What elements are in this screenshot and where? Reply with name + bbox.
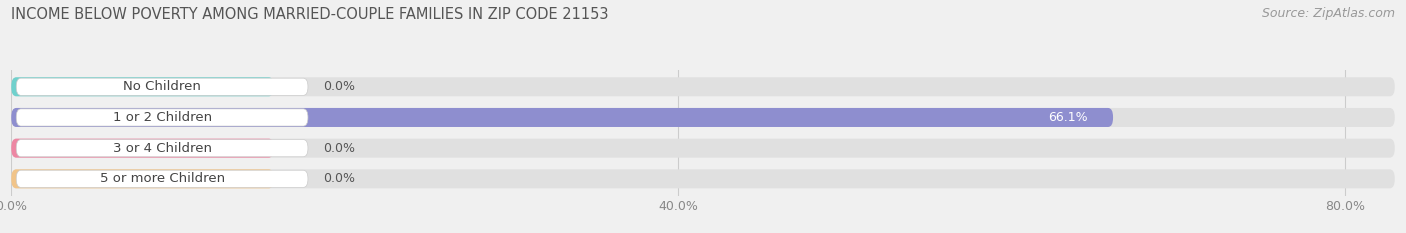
FancyBboxPatch shape (11, 139, 1395, 158)
Text: 0.0%: 0.0% (323, 172, 354, 185)
FancyBboxPatch shape (17, 78, 308, 95)
FancyBboxPatch shape (17, 109, 308, 126)
FancyBboxPatch shape (17, 140, 308, 157)
Text: 0.0%: 0.0% (323, 80, 354, 93)
FancyBboxPatch shape (17, 170, 308, 187)
Text: No Children: No Children (124, 80, 201, 93)
Text: 66.1%: 66.1% (1049, 111, 1088, 124)
FancyBboxPatch shape (11, 77, 274, 96)
Text: 3 or 4 Children: 3 or 4 Children (112, 142, 211, 155)
FancyBboxPatch shape (11, 77, 1395, 96)
Text: 1 or 2 Children: 1 or 2 Children (112, 111, 212, 124)
FancyBboxPatch shape (11, 108, 1114, 127)
Text: INCOME BELOW POVERTY AMONG MARRIED-COUPLE FAMILIES IN ZIP CODE 21153: INCOME BELOW POVERTY AMONG MARRIED-COUPL… (11, 7, 609, 22)
FancyBboxPatch shape (11, 108, 1395, 127)
FancyBboxPatch shape (11, 139, 274, 158)
FancyBboxPatch shape (11, 169, 1395, 188)
Text: Source: ZipAtlas.com: Source: ZipAtlas.com (1261, 7, 1395, 20)
FancyBboxPatch shape (11, 169, 274, 188)
Text: 5 or more Children: 5 or more Children (100, 172, 225, 185)
Text: 0.0%: 0.0% (323, 142, 354, 155)
